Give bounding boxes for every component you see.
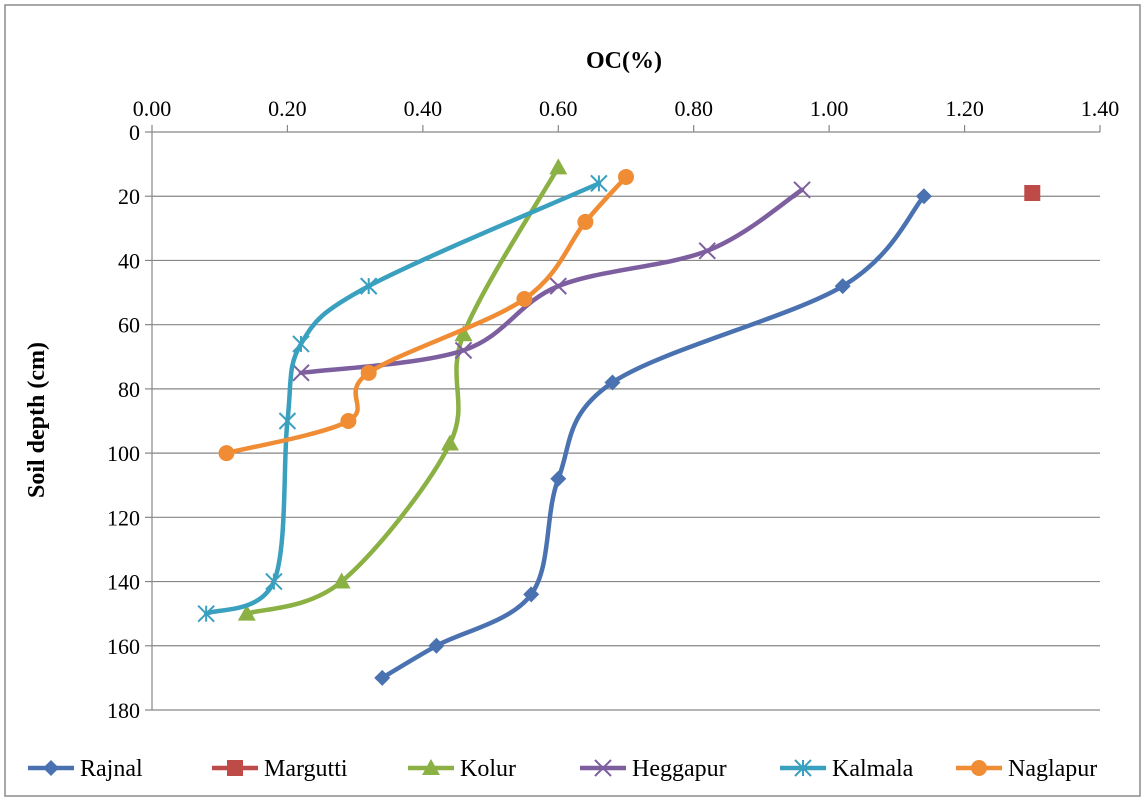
point-rajnal <box>428 637 445 654</box>
axes: 0 20 40 60 80 100 120 140 160 180 0.00 0.20 0.40 0.60… <box>107 96 1119 723</box>
x-tick-label: 0.60 <box>539 96 578 121</box>
series-naglapur <box>218 168 634 462</box>
point-heggapur <box>549 277 567 295</box>
point-kalmala <box>278 412 297 430</box>
series-rajnal <box>374 188 932 686</box>
point-naglapur <box>577 213 594 230</box>
y-tick-label: 140 <box>107 570 140 595</box>
point-naglapur <box>516 290 533 307</box>
y-tick-label: 40 <box>118 248 140 273</box>
legend-marker-margutti <box>227 760 243 776</box>
x-tick-label: 0.40 <box>404 96 443 121</box>
point-rajnal <box>550 470 567 487</box>
series-kolur <box>237 158 568 621</box>
legend-marker-heggapur <box>594 759 612 777</box>
data-series <box>197 158 1041 686</box>
x-tick-label: 1.40 <box>1081 96 1120 121</box>
point-kolur <box>454 325 473 342</box>
series-margutti <box>1024 185 1041 202</box>
legend-marker-kolur <box>422 759 440 775</box>
point-naglapur <box>618 168 634 185</box>
legend-marker-naglapur <box>971 760 987 776</box>
series-kalmala <box>197 174 608 623</box>
point-margutti <box>1024 185 1041 202</box>
chart-frame <box>4 4 1141 797</box>
point-heggapur <box>454 341 473 360</box>
x-tick-label: 0.00 <box>133 96 172 121</box>
point-kolur <box>549 158 568 175</box>
legend-label-naglapur: Naglapur <box>1008 756 1097 782</box>
point-rajnal <box>604 374 621 391</box>
x-axis-title: OC(%) <box>586 48 662 74</box>
y-tick-label: 120 <box>107 505 140 530</box>
legend-label-rajnal: Rajnal <box>80 756 143 782</box>
point-rajnal <box>915 188 932 205</box>
y-tick-label: 60 <box>118 313 140 338</box>
y-tick-label: 20 <box>118 184 140 209</box>
legend-item-kolur: Kolur <box>408 756 516 782</box>
x-tick-label: 1.00 <box>810 96 849 121</box>
point-rajnal <box>374 669 391 686</box>
legend-marker-rajnal <box>43 760 59 776</box>
y-tick-label: 160 <box>107 634 140 659</box>
legend-item-kalmala: Kalmala <box>780 756 914 782</box>
legend-item-margutti: Margutti <box>212 756 348 782</box>
y-tick-label: 100 <box>107 441 140 466</box>
point-kolur <box>332 572 351 589</box>
point-heggapur <box>698 242 716 260</box>
legend-item-naglapur: Naglapur <box>956 756 1097 782</box>
x-tick-label: 0.80 <box>674 96 713 121</box>
point-heggapur <box>793 181 811 199</box>
x-tick-label: 1.20 <box>945 96 984 121</box>
point-naglapur <box>340 413 357 429</box>
point-naglapur <box>218 445 235 462</box>
y-axis-title: Soil depth (cm) <box>24 342 50 498</box>
legend-label-kalmala: Kalmala <box>832 756 914 782</box>
series-heggapur <box>292 181 811 382</box>
point-kalmala <box>197 604 215 623</box>
point-kolur <box>440 434 459 451</box>
y-tick-label: 180 <box>107 698 140 723</box>
legend: Rajnal Margutti Kolur Heggapur Kalmala Naglap… <box>28 756 1097 782</box>
legend-item-rajnal: Rajnal <box>28 756 143 782</box>
y-tick-label: 0 <box>129 120 140 145</box>
legend-label-heggapur: Heggapur <box>632 756 727 782</box>
x-tick-label: 0.20 <box>268 96 307 121</box>
point-rajnal <box>834 278 851 295</box>
point-heggapur <box>292 364 310 382</box>
point-kalmala <box>292 335 310 353</box>
point-kalmala <box>265 572 283 591</box>
point-kalmala <box>590 174 608 193</box>
point-rajnal <box>523 586 540 603</box>
legend-marker-kalmala <box>794 759 812 777</box>
point-kolur <box>237 604 256 621</box>
point-kalmala <box>359 277 378 295</box>
legend-label-margutti: Margutti <box>264 756 348 782</box>
legend-label-kolur: Kolur <box>460 756 516 782</box>
legend-item-heggapur: Heggapur <box>580 756 727 782</box>
point-naglapur <box>360 364 377 381</box>
y-tick-label: 80 <box>118 377 140 402</box>
gridlines <box>152 195 1100 711</box>
